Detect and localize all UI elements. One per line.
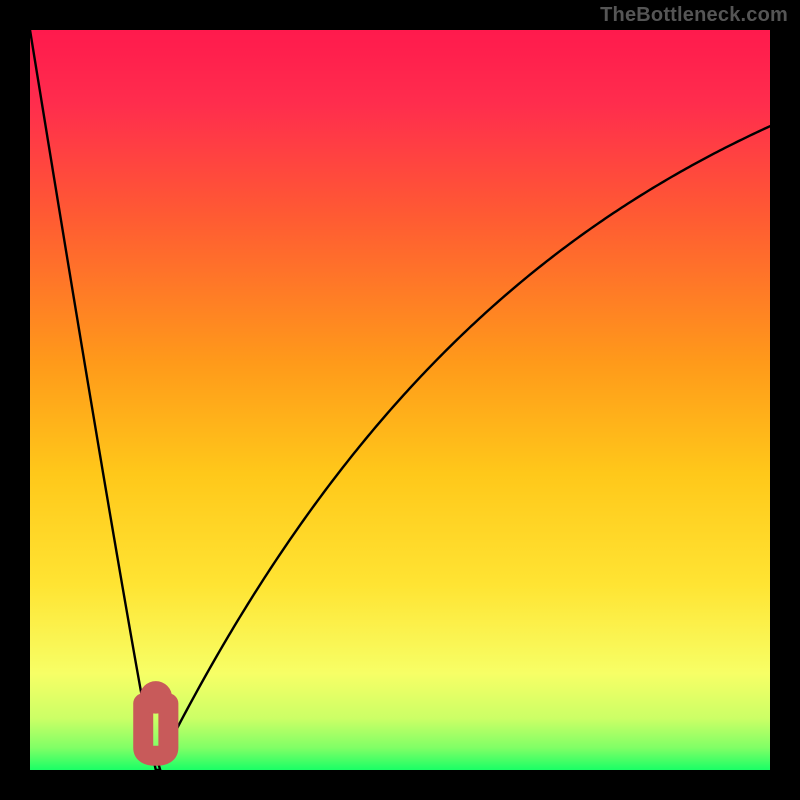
chart-container: TheBottleneck.com (0, 0, 800, 800)
chart-svg (0, 0, 800, 800)
